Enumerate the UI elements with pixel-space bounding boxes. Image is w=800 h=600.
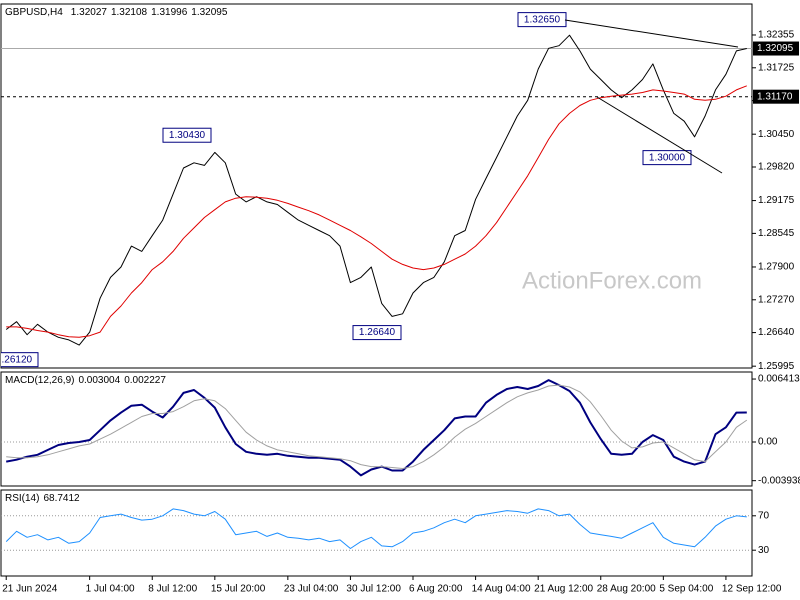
annotation-box <box>517 12 567 28</box>
annotation-label: 1.26640 <box>359 327 396 338</box>
annotation-box <box>162 127 212 143</box>
series-line <box>5 34 747 346</box>
y-tick-label: 1.31725 <box>758 62 795 73</box>
panel-frame <box>0 371 753 487</box>
panel-frame <box>0 489 753 577</box>
annotation-label: 1.26120 <box>0 354 33 365</box>
annotation-label: 1.30000 <box>649 152 686 163</box>
panel-title-name: MACD(12,26,9) <box>5 375 74 386</box>
panel-frame <box>0 3 753 369</box>
x-tick-label: 8 Jul 12:00 <box>148 584 197 595</box>
panels: ActionForex.com 1.32650 1.30430 1.26640 1.30… <box>0 3 800 595</box>
panel-title: MACD(12,26,9) 0.003004 0.002227 <box>5 375 166 386</box>
price-tag <box>753 41 799 56</box>
y-tick-label: 30 <box>758 545 770 556</box>
panel-title-value: 1.32108 <box>111 7 148 18</box>
series-line <box>5 508 747 549</box>
y-tick-label: 0.006413 <box>758 374 800 385</box>
panel-title-name: GBPUSD,H4 <box>5 7 63 18</box>
plot-area <box>1 508 752 551</box>
y-tick-label: -0.003938 <box>758 475 800 486</box>
y-tick-label: 1.27900 <box>758 262 795 273</box>
y-tick-label: 1.29175 <box>758 195 795 206</box>
y-tick-label: 1.30450 <box>758 129 795 140</box>
trend-line <box>596 96 723 174</box>
annotation-box <box>642 150 692 166</box>
x-tick-label: 30 Jul 12:00 <box>346 584 401 595</box>
panel-title-name: RSI(14) <box>5 493 39 504</box>
y-tick-label: 1.26640 <box>758 327 795 338</box>
panel-title-value: 1.32095 <box>191 7 228 18</box>
x-tick-label: 21 Aug 12:00 <box>534 584 593 595</box>
panel-title: GBPUSD,H4 1.32027 1.32108 1.31996 1.32095 <box>5 7 228 18</box>
panel-title-value: 1.31996 <box>151 7 188 18</box>
x-tick-label: 15 Jul 20:00 <box>211 584 266 595</box>
panel-title-value: 68.7412 <box>43 493 80 504</box>
y-tick-label: 1.28545 <box>758 228 795 239</box>
x-tick-label: 14 Aug 04:00 <box>472 584 531 595</box>
panel-title-value: 1.32027 <box>71 7 108 18</box>
y-tick-label: 1.32355 <box>758 30 795 41</box>
y-tick-label: 70 <box>758 510 770 521</box>
y-tick-label: 1.25995 <box>758 361 795 372</box>
x-tick-label: 6 Aug 20:00 <box>409 584 463 595</box>
annotation-label: 1.32650 <box>524 14 561 25</box>
plot-area: ActionForex.com 1.32650 1.30430 1.26640 1.30… <box>0 12 752 368</box>
annotation-box <box>1 352 39 368</box>
y-tick-label: 1.27270 <box>758 294 795 305</box>
x-tick-label: 23 Jul 04:00 <box>284 584 339 595</box>
price-tag <box>753 89 799 104</box>
x-tick-label: 1 Jul 04:00 <box>86 584 135 595</box>
series-line <box>6 85 747 338</box>
series-line <box>6 384 748 469</box>
x-tick-label: 12 Sep 12:00 <box>722 584 782 595</box>
panel-title-value: 0.002227 <box>124 375 166 386</box>
x-tick-label: 5 Sep 04:00 <box>659 584 713 595</box>
price-tag-label: 1.31170 <box>757 91 793 102</box>
plot-area <box>1 379 752 477</box>
annotation-box <box>352 325 402 341</box>
annotation-label: 1.30430 <box>169 130 206 141</box>
y-tick-label: 0.00 <box>758 437 778 448</box>
panel-title: RSI(14) 68.7412 <box>5 493 80 504</box>
y-tick-label: 1.29820 <box>758 162 795 173</box>
x-tick-label: 28 Aug 20:00 <box>597 584 656 595</box>
price-tag-label: 1.32095 <box>757 43 794 54</box>
series-line <box>6 379 747 477</box>
watermark: ActionForex.com <box>522 267 702 294</box>
trend-line <box>564 19 739 48</box>
panel-title-value: 0.003004 <box>78 375 120 386</box>
x-tick-label: 21 Jun 2024 <box>2 584 57 595</box>
